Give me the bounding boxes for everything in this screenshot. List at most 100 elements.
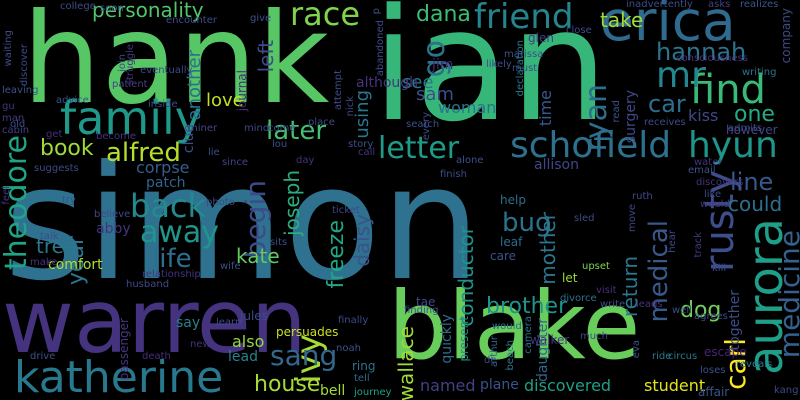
- cloud-word: also: [232, 332, 265, 351]
- cloud-word: old: [10, 119, 26, 130]
- cloud-word: alfred: [106, 138, 181, 168]
- cloud-word: love: [206, 90, 244, 111]
- cloud-word: help: [500, 193, 526, 207]
- cloud-word: finally: [338, 315, 369, 326]
- cloud-word: attempt: [333, 70, 344, 111]
- cloud-word: marissa: [504, 49, 544, 60]
- cloud-word: find: [690, 67, 766, 113]
- cloud-word: loses: [700, 365, 726, 376]
- cloud-word: sam: [416, 84, 454, 105]
- cloud-word: dana: [416, 2, 471, 27]
- cloud-word: track: [693, 232, 704, 258]
- cloud-word: lead: [228, 349, 258, 365]
- cloud-word: reveals: [736, 359, 773, 370]
- cloud-word: lie: [208, 147, 220, 158]
- cloud-word: together: [727, 290, 743, 351]
- cloud-word: kate: [236, 244, 280, 268]
- cloud-word: joseph: [280, 170, 304, 236]
- cloud-word: eva: [631, 340, 642, 359]
- cloud-word: join: [117, 54, 128, 73]
- cloud-word: persuades: [276, 325, 339, 339]
- cloud-word: student: [644, 376, 706, 395]
- cloud-word: freeze: [324, 220, 349, 289]
- cloud-word: photo: [206, 197, 235, 208]
- cloud-word: away: [140, 215, 220, 250]
- cloud-word: family: [60, 91, 202, 145]
- cloud-word: patch: [146, 175, 186, 191]
- cloud-word: become: [96, 131, 137, 142]
- cloud-word: would: [700, 199, 730, 210]
- cloud-word: sang: [270, 339, 338, 372]
- cloud-word: comfort: [48, 257, 103, 273]
- cloud-word: cabin: [2, 125, 30, 136]
- cloud-word: discover: [19, 44, 30, 87]
- cloud-word: erica: [600, 0, 736, 53]
- cloud-word: conductor: [454, 226, 478, 327]
- cloud-word: house: [254, 372, 321, 397]
- cloud-word: circus: [668, 351, 698, 362]
- cloud-word: give: [250, 13, 272, 24]
- cloud-word: later: [266, 116, 327, 146]
- cloud-word: discovers: [696, 177, 744, 188]
- cloud-word: mr: [656, 55, 706, 96]
- cloud-word: get: [46, 129, 63, 140]
- cloud-word: corpse: [136, 158, 190, 177]
- cloud-word: wallace: [394, 326, 418, 400]
- cloud-word: journal: [235, 70, 249, 112]
- cloud-word: asks: [708, 0, 731, 10]
- cloud-word: move: [627, 204, 638, 232]
- cloud-word: husband: [126, 279, 170, 290]
- cloud-word: woman: [438, 98, 497, 117]
- cloud-word: leaf: [500, 235, 523, 249]
- cloud-word: hyun: [688, 125, 778, 166]
- cloud-word: discovered: [524, 376, 612, 395]
- cloud-word: warren: [2, 270, 307, 373]
- cloud-word: wife: [220, 261, 241, 272]
- cloud-word: bug: [502, 208, 552, 238]
- cloud-word: let: [562, 271, 578, 285]
- cloud-word: well: [672, 305, 692, 316]
- cloud-word: ring: [352, 359, 376, 373]
- cloud-word: affair: [698, 385, 730, 399]
- cloud-word: agrees: [694, 311, 728, 322]
- cloud-word: every: [421, 112, 432, 141]
- cloud-word: nick: [345, 96, 356, 117]
- cloud-word: new: [190, 339, 211, 350]
- cloud-word: patient: [112, 79, 148, 90]
- cloud-word: company: [779, 8, 793, 64]
- cloud-word: water: [694, 157, 723, 168]
- cloud-word: believe: [94, 209, 131, 220]
- cloud-word: de: [484, 355, 497, 366]
- cloud-word: talk: [40, 231, 59, 242]
- cloud-word: hannah: [656, 38, 747, 66]
- cloud-word: using: [352, 90, 373, 139]
- cloud-word: gu: [2, 101, 15, 112]
- cloud-word: surgery: [623, 90, 639, 144]
- cloud-word: abandoned: [375, 20, 386, 77]
- cloud-word: college: [60, 1, 96, 12]
- cloud-word: although: [356, 75, 419, 91]
- cloud-word: present: [457, 316, 471, 362]
- cloud-word: ride: [652, 351, 672, 362]
- cloud-word: left: [254, 40, 278, 73]
- cloud-word: passenger: [117, 318, 131, 381]
- cloud-word: back: [130, 187, 207, 225]
- cloud-word: eventually: [140, 65, 193, 76]
- cloud-word: advice: [56, 95, 89, 106]
- cloud-word: alone: [456, 155, 484, 166]
- cloud-word: glen: [528, 31, 554, 45]
- cloud-word: plane: [480, 377, 519, 393]
- cloud-word: upset: [582, 261, 610, 272]
- cloud-word: must: [512, 63, 538, 74]
- cloud-word: book: [40, 136, 94, 161]
- cloud-word: hank: [22, 0, 330, 132]
- cloud-word: line: [730, 168, 774, 196]
- cloud-word: much: [580, 331, 608, 342]
- cloud-word: p: [371, 8, 382, 15]
- cloud-word: tae: [416, 295, 436, 309]
- cloud-word: katherine: [14, 352, 224, 400]
- cloud-word: kiss: [688, 106, 719, 125]
- cloud-word: daisy: [350, 214, 374, 267]
- cloud-word: however: [726, 123, 778, 137]
- cloud-word: finding: [404, 305, 439, 316]
